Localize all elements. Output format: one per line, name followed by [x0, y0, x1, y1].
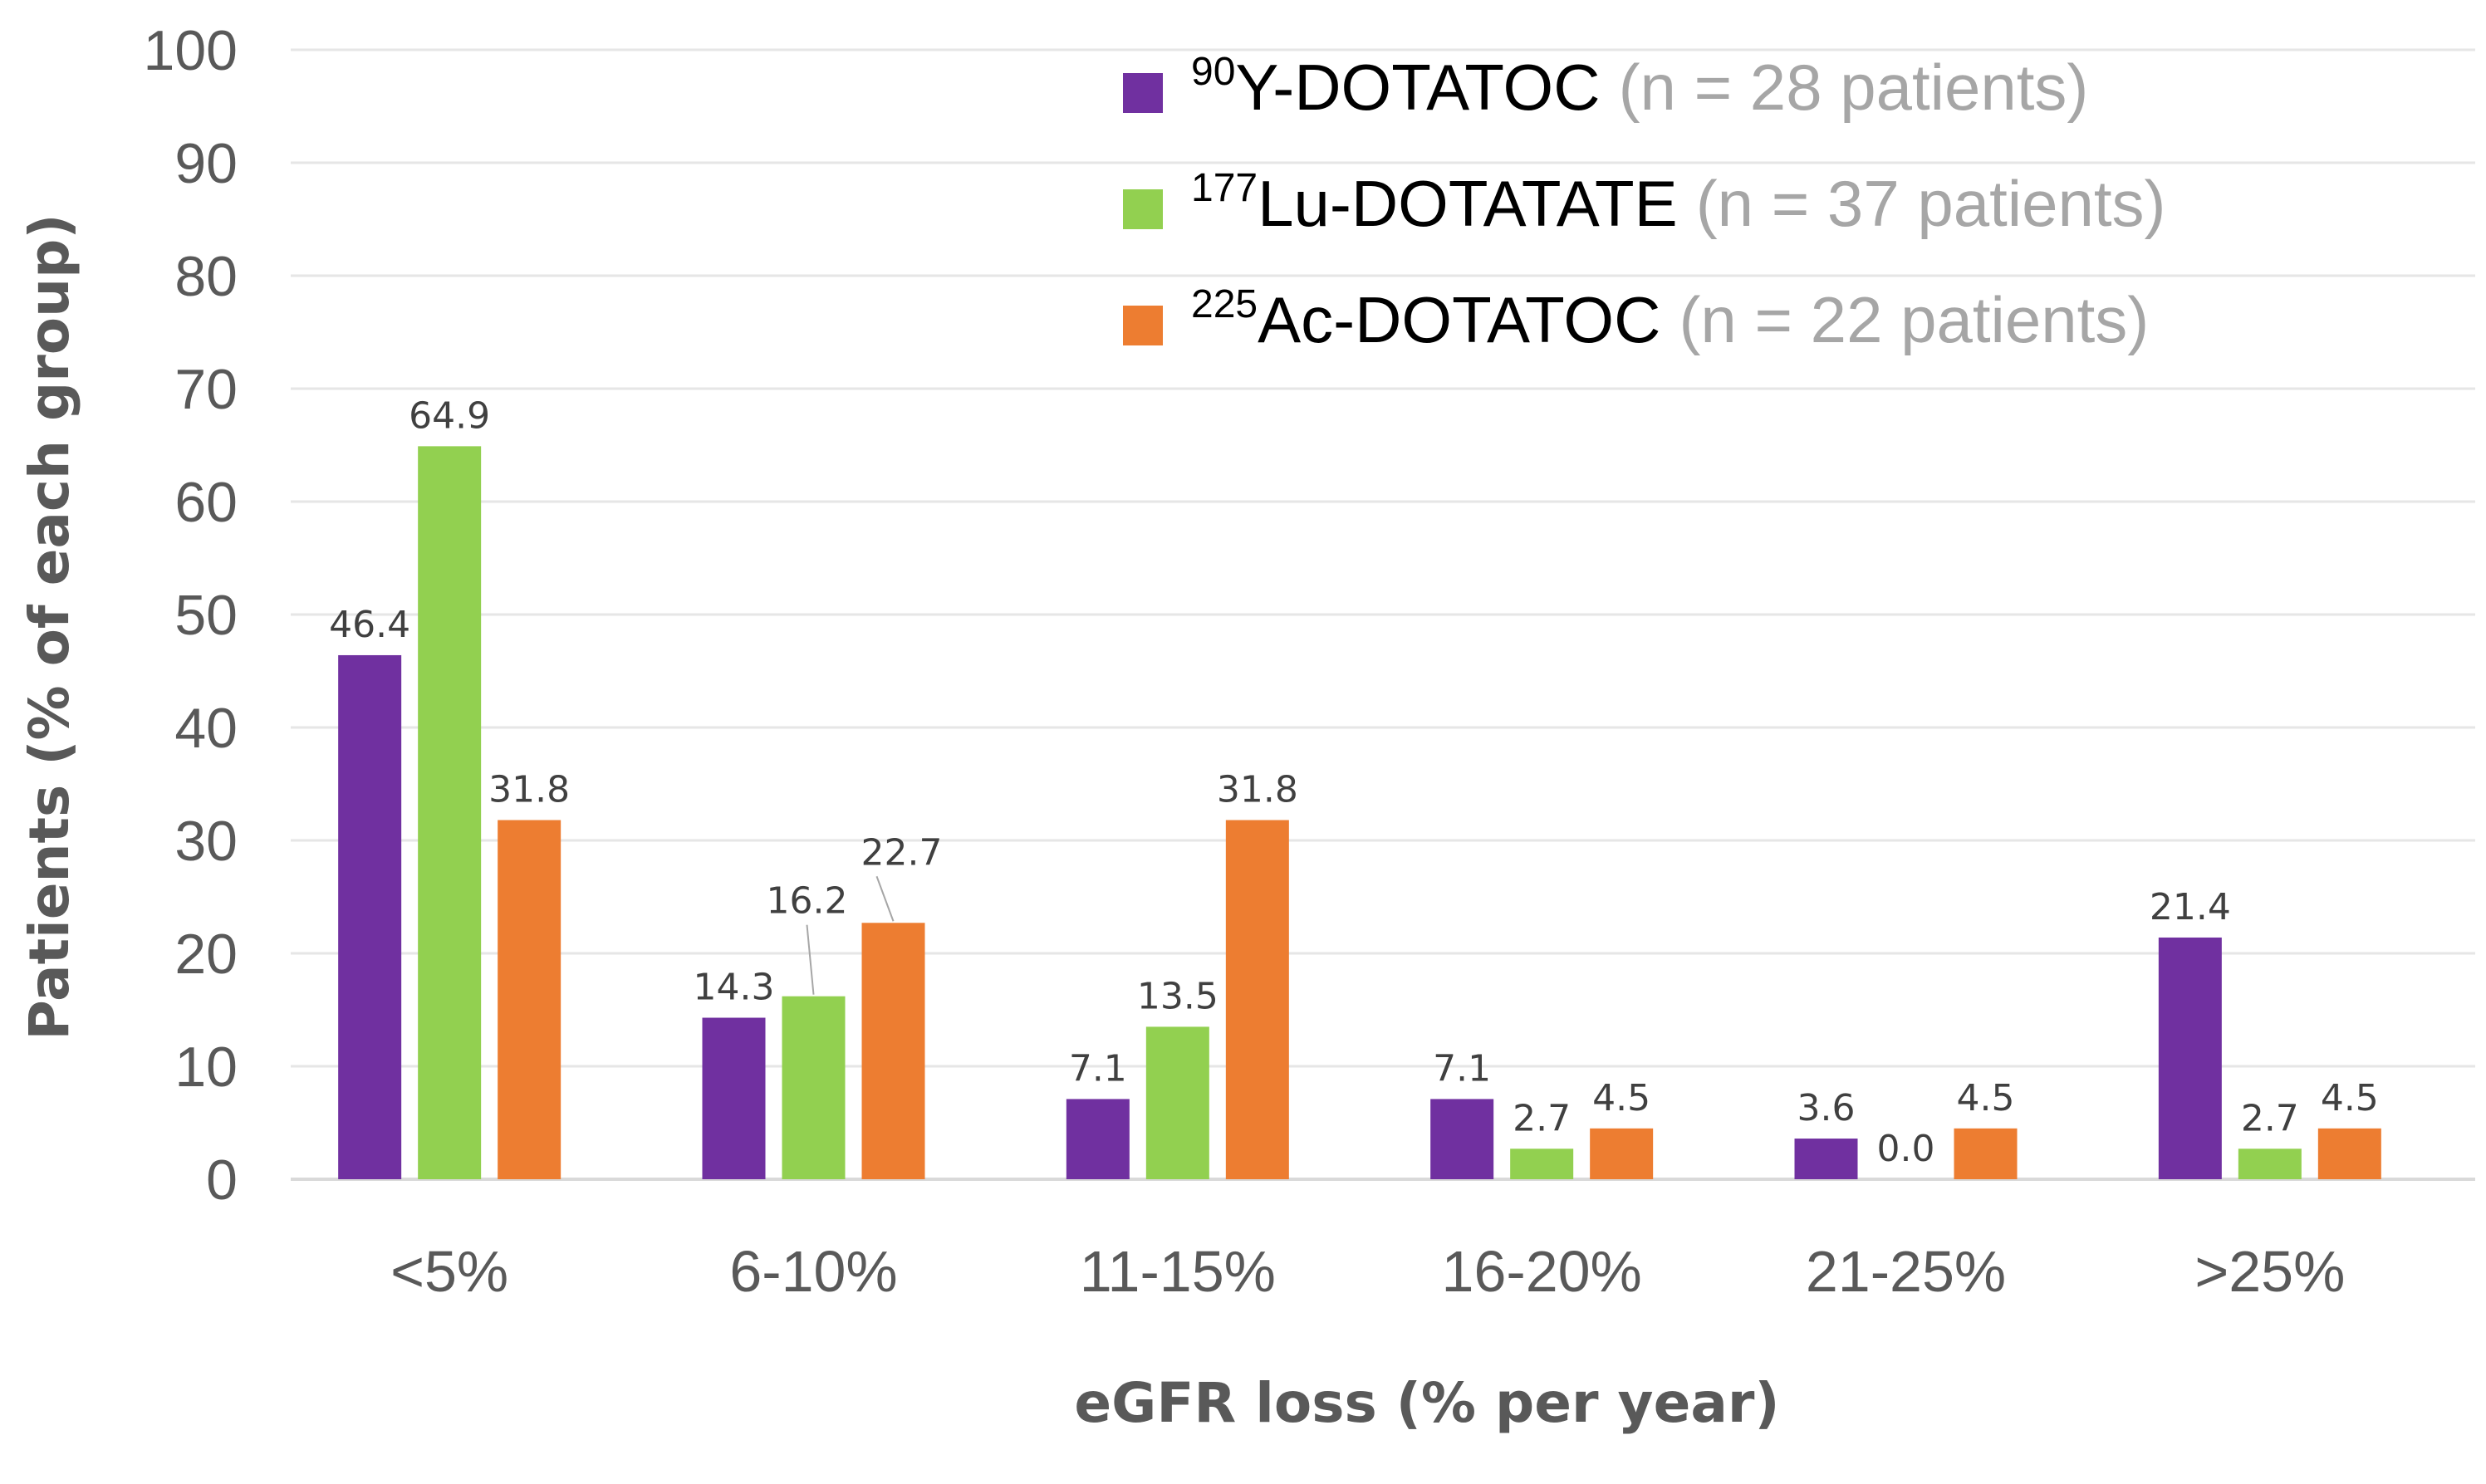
y-tick-label: 80: [174, 245, 238, 308]
bar: [1225, 820, 1289, 1179]
legend-patient-count: (n = 22 patients): [1679, 283, 2149, 356]
data-label: 16.2: [767, 880, 848, 923]
data-label: 7.1: [1069, 1047, 1127, 1090]
data-label: 31.8: [1217, 769, 1298, 811]
legend-swatch: [1123, 189, 1163, 229]
bar: [1590, 1128, 1654, 1179]
bar: [1510, 1149, 1574, 1179]
legend-entry-name: 177Lu-DOTATATE (n = 37 patients): [1191, 166, 2166, 240]
data-label: 46.4: [329, 604, 410, 646]
legend-swatch: [1123, 73, 1163, 113]
data-label: 64.9: [409, 394, 490, 437]
y-axis-tick-labels: 0 10 20 30 40 50 60 70 80 90 100: [144, 19, 238, 1212]
bar: [702, 1017, 766, 1179]
data-label: 2.7: [2241, 1097, 2299, 1139]
bar: [498, 820, 561, 1179]
bar: [1145, 1026, 1209, 1179]
legend-entry-name: 225Ac-DOTATOC (n = 22 patients): [1191, 282, 2149, 356]
bar: [861, 923, 925, 1179]
x-category-label: <5%: [390, 1239, 508, 1304]
data-label: 7.1: [1433, 1047, 1491, 1090]
data-label: 4.5: [1957, 1077, 2015, 1119]
data-label: 22.7: [861, 831, 943, 874]
bar: [2158, 937, 2222, 1179]
y-tick-label: 60: [174, 471, 238, 534]
y-tick-label: 40: [174, 697, 238, 760]
x-axis-title: eGFR loss (% per year): [1074, 1371, 1779, 1435]
legend-swatch: [1123, 306, 1163, 345]
legend-series-name: Ac-DOTATOC: [1258, 283, 1660, 356]
data-label: 4.5: [1592, 1077, 1650, 1119]
y-tick-label: 20: [174, 923, 238, 986]
label-leader-line: [875, 875, 895, 922]
legend-series-name: Y-DOTATOC: [1235, 51, 1600, 124]
bar: [782, 996, 846, 1179]
data-label: 3.6: [1797, 1087, 1856, 1129]
y-tick-label: 90: [174, 132, 238, 195]
x-category-label: 6-10%: [729, 1239, 897, 1304]
bar: [2317, 1128, 2381, 1179]
legend-isotope-mass: 177: [1191, 166, 1258, 210]
x-category-label: 11-15%: [1080, 1239, 1276, 1304]
x-category-label: 16-20%: [1442, 1239, 1642, 1304]
legend-isotope-mass: 225: [1191, 282, 1258, 326]
y-tick-label: 0: [206, 1149, 238, 1212]
bar: [1430, 1099, 1494, 1179]
data-label: 21.4: [2150, 886, 2231, 928]
data-labels: 46.464.931.814.316.222.77.113.531.87.12.…: [329, 394, 2379, 1170]
data-label: 4.5: [2321, 1077, 2379, 1119]
legend-patient-count: (n = 28 patients): [1619, 51, 2089, 124]
legend-patient-count: (n = 37 patients): [1696, 167, 2166, 240]
bar: [1066, 1099, 1130, 1179]
bar: [1954, 1128, 2018, 1179]
y-tick-label: 30: [174, 810, 238, 873]
legend-entry-name: 90Y-DOTATOC (n = 28 patients): [1191, 50, 2088, 124]
data-label: 0.0: [1877, 1128, 1935, 1170]
bar: [1794, 1139, 1858, 1179]
label-leader-line: [806, 924, 815, 995]
data-label: 14.3: [694, 967, 775, 1009]
data-label: 13.5: [1137, 975, 1218, 1017]
y-axis-title: Patients (% of each group): [17, 213, 81, 1040]
data-label: 2.7: [1513, 1097, 1571, 1139]
bar: [2238, 1149, 2302, 1179]
legend: 90Y-DOTATOC (n = 28 patients) 177Lu-DOTATA…: [1123, 50, 2166, 356]
legend-isotope-mass: 90: [1191, 50, 1235, 94]
legend-series-name: Lu-DOTATATE: [1258, 167, 1678, 240]
y-tick-label: 100: [144, 19, 238, 82]
y-tick-label: 70: [174, 358, 238, 421]
y-tick-label: 50: [174, 584, 238, 647]
bar: [418, 446, 482, 1179]
y-tick-label: 10: [174, 1036, 238, 1099]
x-category-label: >25%: [2194, 1239, 2345, 1304]
bar: [338, 654, 402, 1179]
x-category-label: 21-25%: [1806, 1239, 2006, 1304]
data-label: 31.8: [488, 769, 570, 811]
x-axis-category-labels: <5% 6-10% 11-15% 16-20% 21-25% >25%: [390, 1239, 2345, 1304]
gridlines: [291, 48, 2475, 1181]
bar-series: [338, 446, 2381, 1179]
